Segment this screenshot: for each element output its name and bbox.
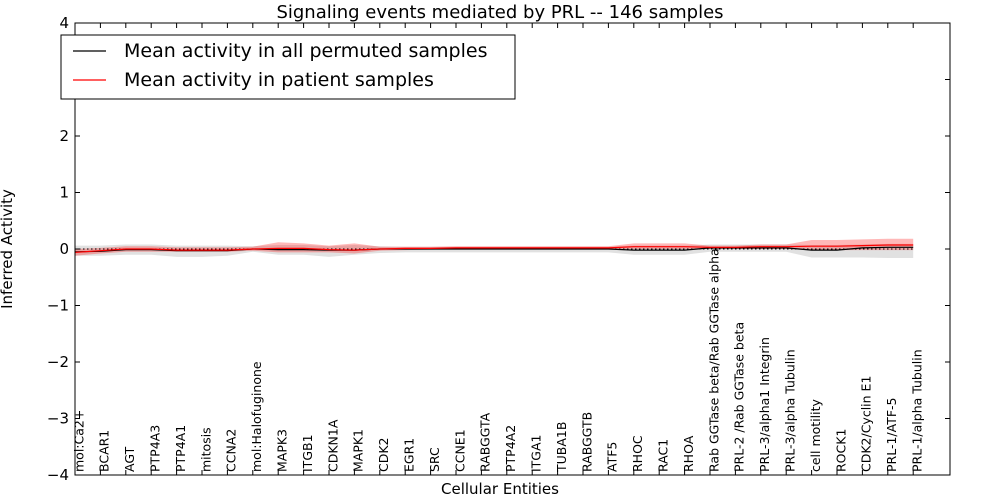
legend: Mean activity in all permuted samples Me… bbox=[60, 34, 516, 100]
legend-label-patient: Mean activity in patient samples bbox=[124, 69, 434, 91]
plot-area bbox=[74, 238, 914, 258]
x-category-label: CDK2 bbox=[376, 437, 391, 472]
y-tick-label: 2 bbox=[59, 127, 69, 145]
y-tick-label: 4 bbox=[59, 14, 69, 32]
x-category-label: PRL-2 /Rab GGTase beta bbox=[732, 322, 747, 472]
chart-title: Signaling events mediated by PRL -- 146 … bbox=[276, 2, 723, 23]
x-category-label: SRC bbox=[427, 447, 442, 472]
x-category-label: PTP4A1 bbox=[173, 425, 188, 472]
x-category-label: CDK2/Cyclin E1 bbox=[859, 376, 874, 472]
x-category-label: ITGB1 bbox=[300, 434, 315, 472]
x-category-label: mol:Ca2+ bbox=[71, 410, 86, 472]
x-category-label: MAPK3 bbox=[274, 429, 289, 472]
x-category-label: mol:Halofuginone bbox=[249, 361, 264, 472]
y-tick-label: 0 bbox=[59, 240, 69, 258]
legend-box bbox=[60, 34, 516, 100]
x-category-label: ITGA1 bbox=[528, 434, 543, 472]
x-category-label: PRL-3/alpha Tubulin bbox=[782, 349, 797, 472]
x-category-label: RHOC bbox=[630, 435, 645, 472]
x-category-label: PTP4A2 bbox=[503, 425, 518, 472]
x-category-label: PRL-1/alpha Tubulin bbox=[909, 349, 924, 472]
x-category-label: RHOA bbox=[681, 435, 696, 472]
x-category-label: AGT bbox=[122, 446, 137, 472]
y-tick-label: −1 bbox=[47, 297, 69, 315]
x-category-label: RABGGTB bbox=[579, 412, 594, 472]
x-category-label: PTP4A3 bbox=[147, 425, 162, 472]
x-category-label: CDKN1A bbox=[325, 419, 340, 472]
x-category-label: RAC1 bbox=[655, 439, 670, 472]
x-category-label: EGR1 bbox=[401, 438, 416, 472]
x-category-label: CCNA2 bbox=[224, 429, 239, 472]
x-axis-title: Cellular Entities bbox=[441, 480, 559, 498]
x-category-label: PRL-1/ATF-5 bbox=[884, 397, 899, 472]
x-category-label: PRL-3/alpha1 Integrin bbox=[757, 337, 772, 472]
x-category-label: mitosis bbox=[198, 427, 213, 472]
x-category-label: MAPK1 bbox=[351, 429, 366, 472]
y-tick-label: 1 bbox=[59, 184, 69, 202]
x-category-label: Rab GGTase beta/Rab GGTase alpha bbox=[706, 248, 721, 472]
x-category-label: RABGGTA bbox=[478, 412, 493, 472]
x-category-label: BCAR1 bbox=[97, 430, 112, 472]
x-axis: mol:Ca2+ BCAR1 AGT PTP4A3 PTP4A1 mitosis CCNA2… bbox=[71, 23, 924, 475]
x-category-label: TUBA1B bbox=[554, 422, 569, 473]
y-tick-label: −4 bbox=[47, 466, 69, 484]
x-category-label: cell motility bbox=[808, 398, 823, 472]
x-category-label: ATF5 bbox=[605, 442, 620, 472]
legend-label-permuted: Mean activity in all permuted samples bbox=[124, 40, 487, 62]
x-category-label: ROCK1 bbox=[833, 429, 848, 472]
x-category-label: CCNE1 bbox=[452, 429, 467, 472]
y-tick-label: −3 bbox=[47, 410, 69, 428]
series-line-1 bbox=[74, 244, 914, 253]
y-axis-title: Inferred Activity bbox=[0, 189, 16, 309]
y-tick-label: −2 bbox=[47, 353, 69, 371]
